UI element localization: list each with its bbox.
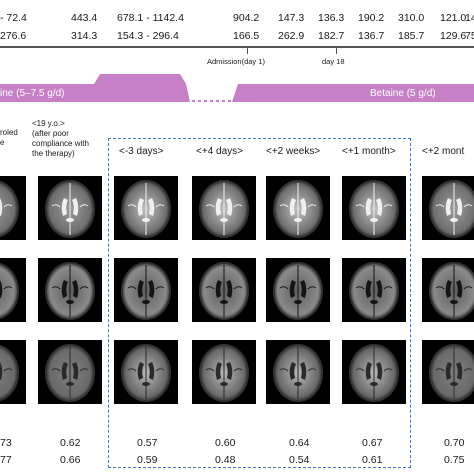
day18-label: day 18	[322, 57, 345, 66]
column-label-6: <+2 mont	[422, 146, 465, 157]
label-line: roled	[0, 128, 18, 137]
mri-slice	[266, 258, 330, 322]
lab-value: 147.3	[278, 12, 305, 24]
column-label-4: <+2 weeks>	[266, 146, 321, 157]
column-label-1: <19 y.o.> (after poor compliance with th…	[32, 119, 112, 159]
label-line: compliance with	[32, 139, 89, 148]
ratio-value: 0.66	[60, 454, 81, 466]
mri-slice	[38, 176, 102, 240]
admission-label: Admission(day 1)	[207, 57, 265, 66]
timeline-tick-admission	[247, 46, 248, 54]
mri-slice	[422, 340, 474, 404]
timeline-axis	[0, 46, 474, 48]
lab-value: 190.2	[358, 12, 385, 24]
ratio-value: 0.48	[215, 454, 236, 466]
ratio-value: 77	[0, 454, 12, 466]
lab-value: 314.3	[71, 30, 98, 42]
column-label-5: <+1 month>	[342, 146, 396, 157]
column-label-3: <+4 days>	[196, 146, 243, 157]
lab-value: 121.0	[440, 12, 467, 24]
ratio-value: 0.59	[137, 454, 158, 466]
mri-slice	[38, 258, 102, 322]
lab-value: 136.7	[358, 30, 385, 42]
mri-slice	[0, 340, 26, 404]
mri-slice	[422, 176, 474, 240]
lab-value: 443.4	[71, 12, 98, 24]
mri-slice	[266, 340, 330, 404]
mri-slice	[38, 340, 102, 404]
lab-value: 136.3	[318, 12, 345, 24]
lab-value: 310.0	[398, 12, 425, 24]
ratio-value: 0.57	[137, 437, 158, 449]
label-line: the therapy)	[32, 149, 75, 158]
ratio-value: 0.75	[444, 454, 465, 466]
label-line: e	[0, 138, 5, 147]
lab-value: 129.6	[440, 30, 467, 42]
lab-value: 182.7	[318, 30, 345, 42]
label-line: (after poor	[32, 129, 69, 138]
column-label-2: <-3 days>	[119, 146, 164, 157]
mri-slice	[342, 176, 406, 240]
admission-sequence-box	[108, 138, 411, 468]
mri-slice	[342, 340, 406, 404]
ratio-value: 0.61	[362, 454, 383, 466]
mri-slice	[114, 258, 178, 322]
mri-slice	[192, 258, 256, 322]
lab-value: 678.1 - 1142.4	[117, 12, 184, 24]
label-line: <19 y.o.>	[32, 119, 65, 128]
ratio-value: 0.62	[60, 437, 81, 449]
therapy-right-label: Betaine (5 g/d)	[370, 88, 436, 99]
mri-slice	[192, 176, 256, 240]
mri-slice	[0, 258, 26, 322]
therapy-band	[0, 74, 474, 102]
ratio-value: 0.70	[444, 437, 465, 449]
column-label-0: roled e	[0, 128, 24, 148]
mri-slice	[0, 176, 26, 240]
mri-slice	[114, 176, 178, 240]
therapy-left-label: ine (5–7.5 g/d)	[0, 88, 65, 99]
lab-value: 166.5	[233, 30, 260, 42]
ratio-value: 73	[0, 437, 12, 449]
ratio-value: 0.64	[289, 437, 310, 449]
lab-value: 14	[465, 12, 474, 24]
lab-value: 276.6	[0, 30, 27, 42]
lab-value: 262.9	[278, 30, 305, 42]
mri-slice	[266, 176, 330, 240]
lab-value: 75	[465, 30, 474, 42]
mri-slice	[342, 258, 406, 322]
lab-value: 154.3 - 296.4	[117, 30, 179, 42]
timeline-tick-day18	[336, 46, 337, 54]
lab-value: 904.2	[233, 12, 260, 24]
ratio-value: 0.60	[215, 437, 236, 449]
mri-slice	[192, 340, 256, 404]
lab-value: - 72.4	[0, 12, 27, 24]
ratio-value: 0.54	[289, 454, 310, 466]
mri-slice	[114, 340, 178, 404]
lab-value: 185.7	[398, 30, 425, 42]
mri-slice	[422, 258, 474, 322]
ratio-value: 0.67	[362, 437, 383, 449]
